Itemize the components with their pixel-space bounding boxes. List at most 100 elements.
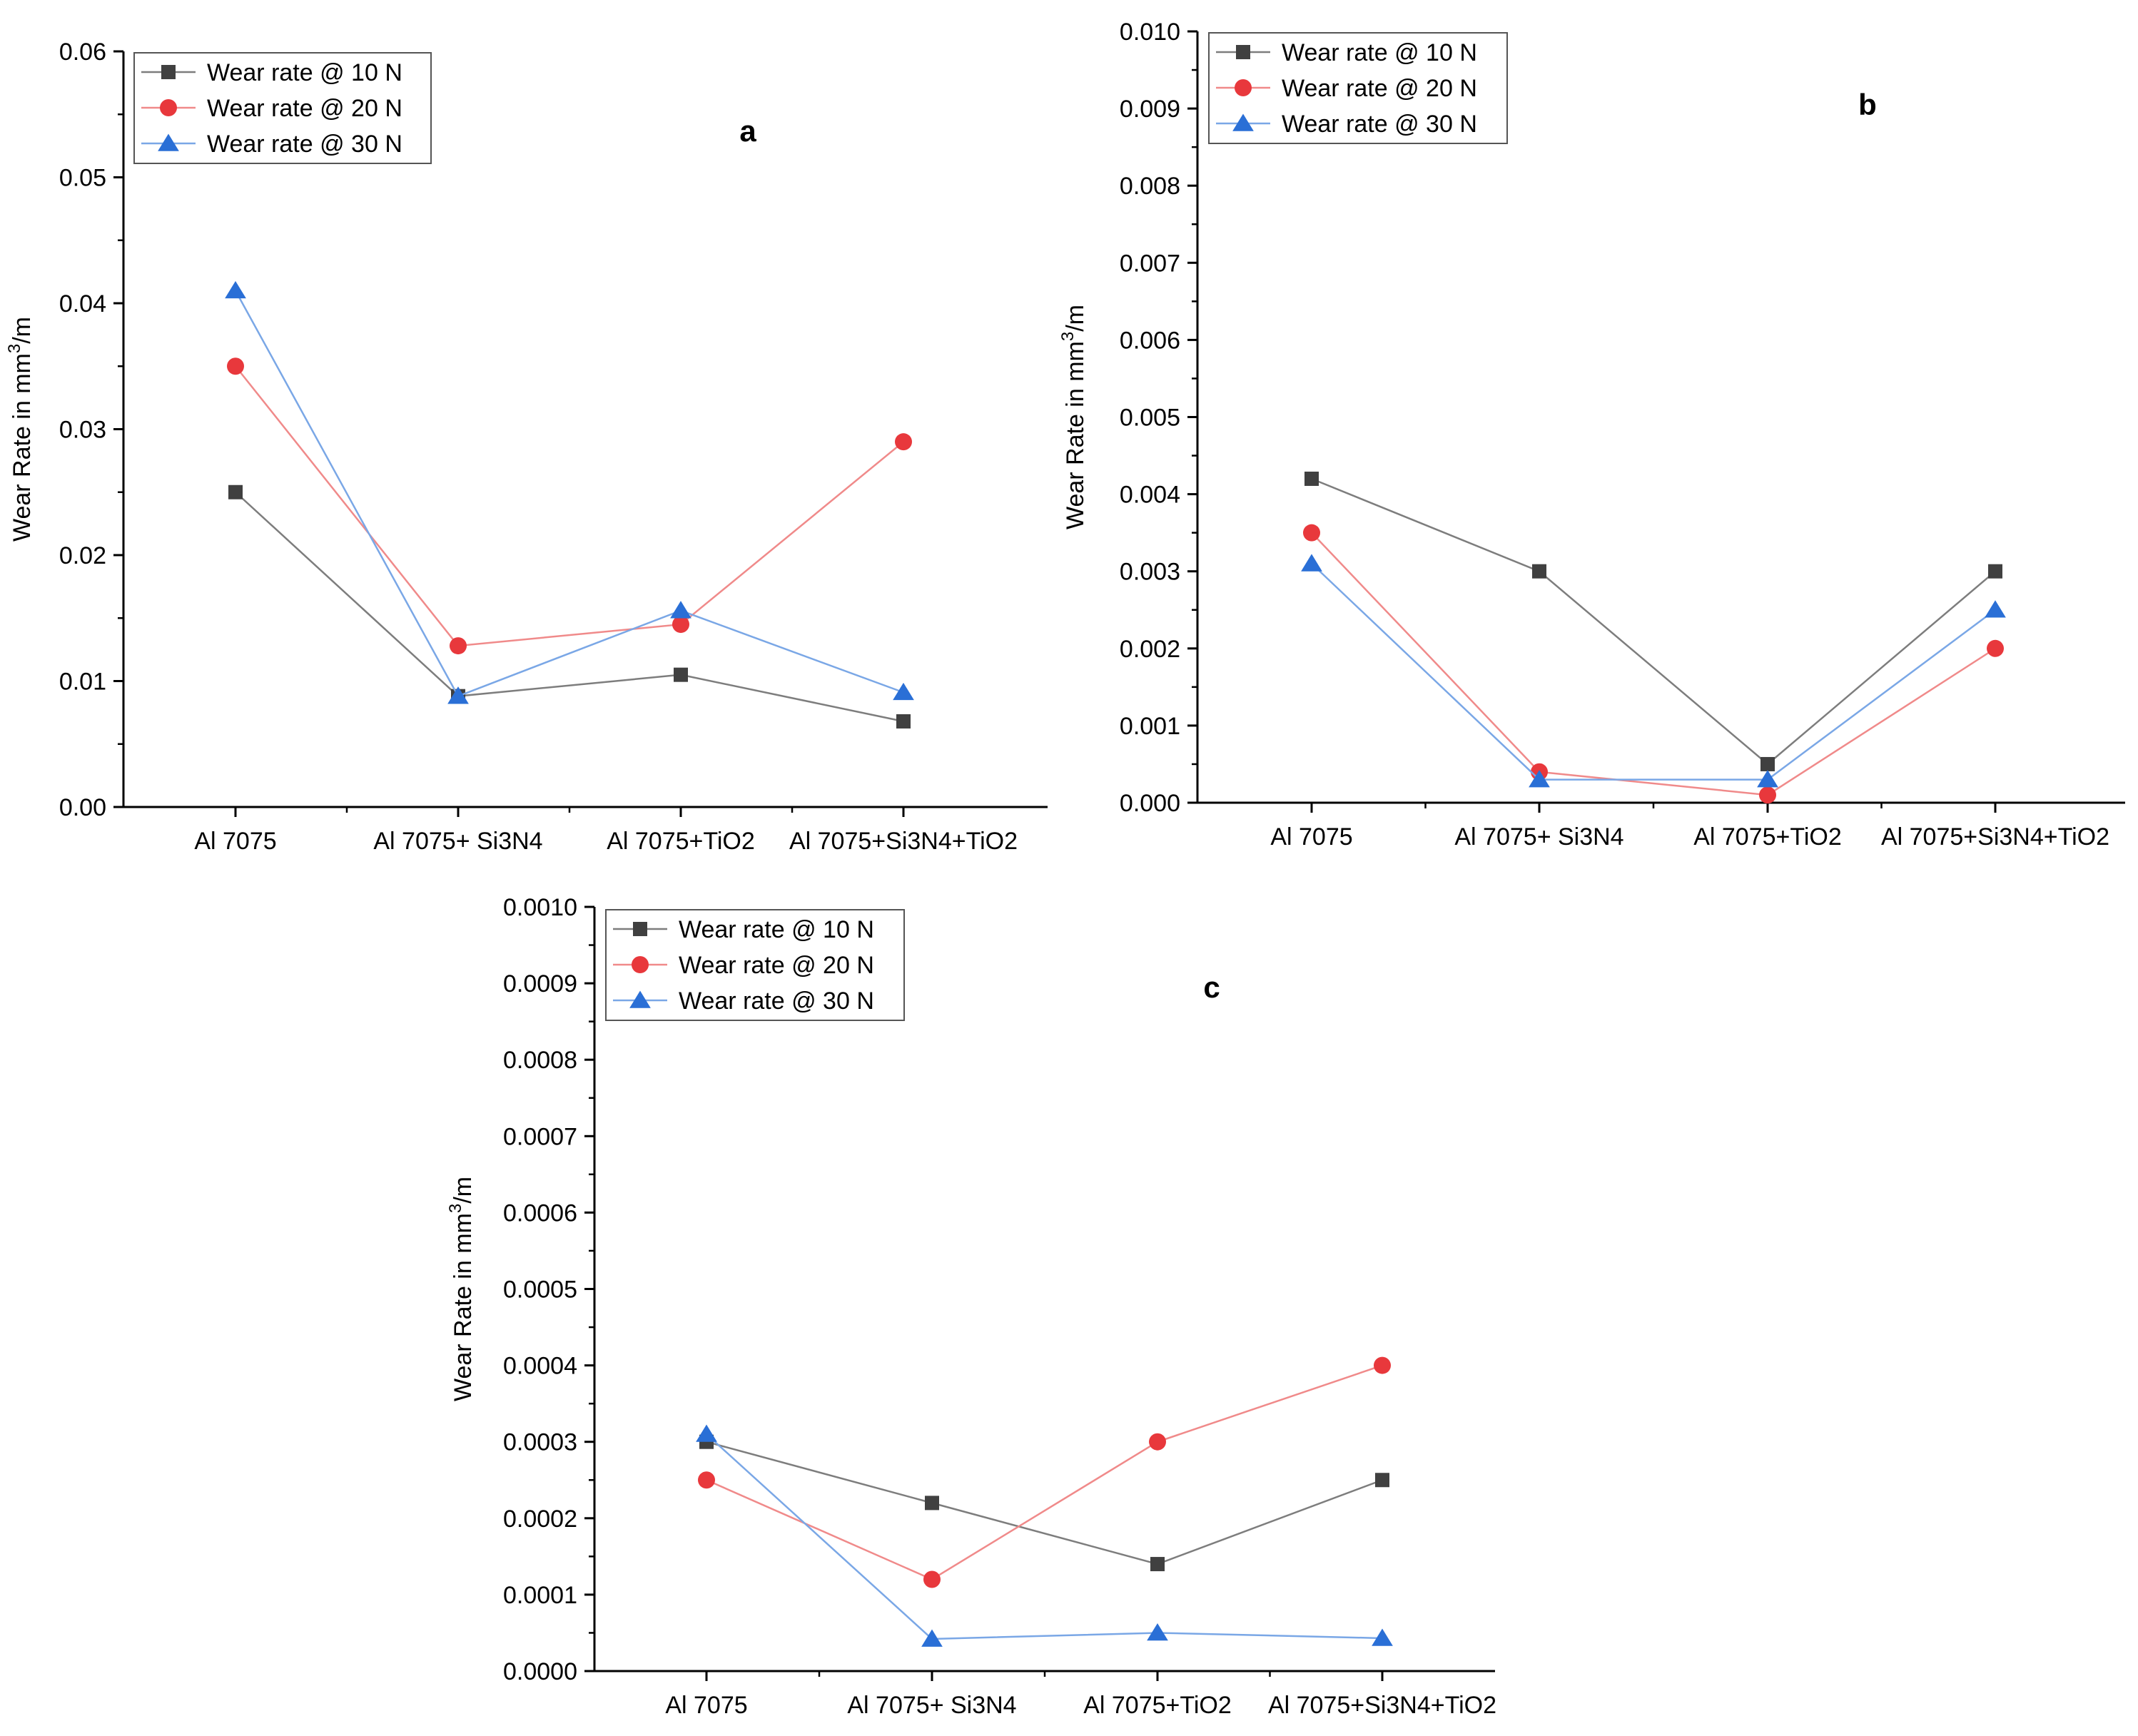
x-tick-label: Al 7075+TiO2 bbox=[1083, 1692, 1232, 1719]
x-tick-label: Al 7075+ Si3N4 bbox=[847, 1692, 1016, 1719]
legend-entry-label: Wear rate @ 20 N bbox=[679, 952, 874, 979]
y-tick-label: 0.007 bbox=[1120, 250, 1180, 277]
square-marker bbox=[1988, 564, 2002, 579]
circle-marker bbox=[1303, 524, 1320, 542]
circle-marker bbox=[672, 616, 689, 634]
y-axis-label-superscript: 3 bbox=[5, 344, 24, 353]
y-tick-label: 0.02 bbox=[59, 542, 106, 569]
y-tick-label: 0.05 bbox=[59, 165, 106, 192]
series-line bbox=[235, 491, 904, 723]
triangle-marker bbox=[225, 280, 246, 299]
x-tick-label: Al 7075+Si3N4+TiO2 bbox=[789, 828, 1018, 855]
y-tick-label: 0.00 bbox=[59, 794, 106, 821]
panel-label: c bbox=[1203, 970, 1220, 1004]
circle-marker bbox=[227, 357, 244, 375]
panel-label: b bbox=[1858, 88, 1877, 121]
legend: Wear rate @ 10 N Wear rate @ 20 N Wear rat… bbox=[133, 52, 432, 164]
x-tick-label: Al 7075+ Si3N4 bbox=[1454, 823, 1623, 851]
square-marker bbox=[674, 667, 688, 682]
square-marker bbox=[896, 714, 911, 729]
y-axis-label-unit: /m bbox=[450, 1177, 477, 1204]
x-tick-label: Al 7075 bbox=[194, 828, 276, 855]
triangle-marker bbox=[1529, 770, 1550, 788]
circle-marker bbox=[1374, 1356, 1391, 1374]
legend: Wear rate @ 10 N Wear rate @ 20 N Wear rat… bbox=[1208, 32, 1508, 144]
y-axis-label-text: Wear Rate in mm bbox=[9, 353, 36, 542]
square-marker bbox=[1375, 1473, 1389, 1488]
triangle-marker bbox=[921, 1629, 943, 1647]
y-tick-label: 0.0004 bbox=[503, 1353, 577, 1380]
y-tick-label: 0.0000 bbox=[503, 1658, 577, 1685]
y-axis-label: Wear Rate in mm3/m bbox=[446, 1177, 477, 1401]
y-tick-label: 0.000 bbox=[1120, 790, 1180, 817]
y-axis-label-unit: /m bbox=[1062, 305, 1089, 332]
y-tick-label: 0.003 bbox=[1120, 559, 1180, 586]
y-axis-label: Wear Rate in mm3/m bbox=[1058, 305, 1089, 529]
y-tick-label: 0.0003 bbox=[503, 1429, 577, 1456]
y-tick-label: 0.01 bbox=[59, 669, 106, 696]
y-tick-label: 0.0005 bbox=[503, 1276, 577, 1304]
square-marker bbox=[925, 1496, 939, 1511]
square-marker bbox=[1760, 756, 1775, 771]
legend-entry-label: Wear rate @ 20 N bbox=[207, 95, 402, 122]
chart-panel-a: 0.00 0.01 0.02 0.03 0.04 0.05 0.06 Al 7075 Al 70… bbox=[5, 39, 1048, 855]
y-axis-label-unit: /m bbox=[9, 317, 36, 344]
series-line bbox=[706, 1433, 1383, 1640]
series-line bbox=[706, 1364, 1383, 1580]
circle-marker bbox=[895, 433, 912, 451]
legend-triangle-marker bbox=[158, 133, 179, 151]
y-tick-label: 0.010 bbox=[1120, 19, 1180, 46]
series-3 bbox=[1301, 554, 2006, 788]
x-tick-label: Al 7075 bbox=[1270, 823, 1352, 851]
series-line bbox=[1311, 532, 1996, 796]
legend-entry-label: Wear rate @ 10 N bbox=[679, 916, 874, 943]
legend-square-marker bbox=[161, 65, 176, 79]
x-tick-label: Al 7075+TiO2 bbox=[1693, 823, 1842, 851]
series-3 bbox=[225, 280, 914, 704]
y-tick-label: 0.008 bbox=[1120, 173, 1180, 200]
series-2 bbox=[698, 1356, 1391, 1588]
circle-marker bbox=[1149, 1433, 1166, 1451]
legend-entry-label: Wear rate @ 30 N bbox=[207, 131, 402, 158]
circle-marker bbox=[923, 1570, 941, 1588]
circle-marker bbox=[1759, 786, 1776, 804]
y-axis-label-text: Wear Rate in mm bbox=[450, 1213, 477, 1401]
y-tick-label: 0.0009 bbox=[503, 970, 577, 998]
legend-circle-marker bbox=[160, 99, 177, 116]
legend-entry-label: Wear rate @ 10 N bbox=[1282, 39, 1477, 66]
series-1 bbox=[228, 484, 911, 729]
series-3 bbox=[696, 1424, 1393, 1647]
y-tick-label: 0.005 bbox=[1120, 405, 1180, 432]
series-1 bbox=[699, 1434, 1389, 1572]
series-line bbox=[1311, 477, 1996, 766]
x-tick-label: Al 7075+TiO2 bbox=[607, 828, 755, 855]
triangle-marker bbox=[696, 1424, 717, 1442]
x-tick-label: Al 7075+Si3N4+TiO2 bbox=[1881, 823, 2109, 851]
legend-entry-label: Wear rate @ 30 N bbox=[1282, 111, 1477, 138]
y-axis-label-superscript: 3 bbox=[1058, 332, 1078, 341]
triangle-marker bbox=[447, 686, 469, 704]
y-axis-label-text: Wear Rate in mm bbox=[1062, 341, 1089, 529]
legend-circle-marker bbox=[632, 956, 649, 973]
series-line bbox=[1311, 562, 1996, 781]
series-line bbox=[706, 1441, 1383, 1565]
square-marker bbox=[1150, 1557, 1165, 1572]
circle-marker bbox=[450, 637, 467, 655]
legend: Wear rate @ 10 N Wear rate @ 20 N Wear rat… bbox=[605, 909, 905, 1021]
x-tick-label: Al 7075+ Si3N4 bbox=[373, 828, 542, 855]
y-tick-label: 0.04 bbox=[59, 290, 106, 318]
series-line bbox=[234, 290, 904, 698]
legend-triangle-marker bbox=[1232, 113, 1254, 131]
triangle-marker bbox=[1985, 600, 2006, 618]
triangle-marker bbox=[1147, 1623, 1168, 1641]
y-tick-label: 0.0002 bbox=[503, 1506, 577, 1533]
legend-entry-label: Wear rate @ 30 N bbox=[679, 988, 874, 1015]
legend-entry-label: Wear rate @ 10 N bbox=[207, 59, 402, 86]
y-axis-label: Wear Rate in mm3/m bbox=[5, 317, 36, 542]
y-tick-label: 0.03 bbox=[59, 417, 106, 444]
square-marker bbox=[1532, 564, 1546, 579]
triangle-marker bbox=[1301, 554, 1322, 572]
triangle-marker bbox=[670, 601, 691, 619]
y-axis-label-superscript: 3 bbox=[446, 1204, 465, 1213]
